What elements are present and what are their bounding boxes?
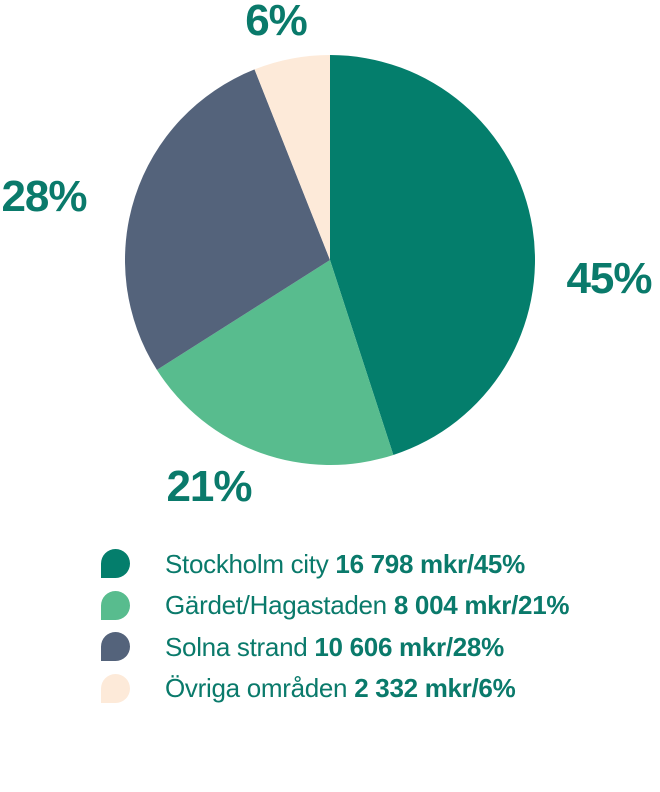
legend-marker-icon	[101, 549, 130, 579]
slice-percentage-label-gardet-hagastaden: 21%	[166, 462, 252, 511]
pie-slice-2	[125, 69, 330, 370]
legend-item-ovriga-omraden: Övriga områden 2 332 mkr/6%	[101, 668, 569, 710]
legend-item-gardet-hagastaden: Gärdet/Hagastaden 8 004 mkr/21%	[101, 585, 570, 627]
legend-item-solna-strand: Solna strand 10 606 mkr/28%	[101, 626, 569, 668]
legend-marker-icon	[101, 673, 130, 703]
legend-item-stockholm-city: Stockholm city 16 798 mkr/45%	[101, 543, 569, 585]
pie-chart	[125, 55, 535, 465]
pie-slice-1	[156, 260, 394, 465]
pie-slice-3	[254, 55, 330, 260]
slice-percentage-label-solna-strand: 28%	[1, 172, 87, 221]
legend-marker-icon	[101, 590, 130, 620]
legend-label: Stockholm city 16 798 mkr/45%	[165, 548, 525, 579]
legend-label: Solna strand 10 606 mkr/28%	[165, 631, 504, 662]
legend-label: Gärdet/Hagastaden 8 004 mkr/21%	[165, 590, 570, 621]
slice-percentage-label-ovriga-omraden: 6%	[245, 0, 308, 45]
slice-percentage-label-stockholm-city: 45%	[566, 254, 652, 303]
legend-label: Övriga områden 2 332 mkr/6%	[165, 673, 516, 704]
legend-marker-icon	[101, 632, 130, 662]
legend: Stockholm city 16 798 mkr/45% Gärdet/Haga…	[101, 543, 570, 710]
pie-slice-0	[330, 55, 535, 455]
